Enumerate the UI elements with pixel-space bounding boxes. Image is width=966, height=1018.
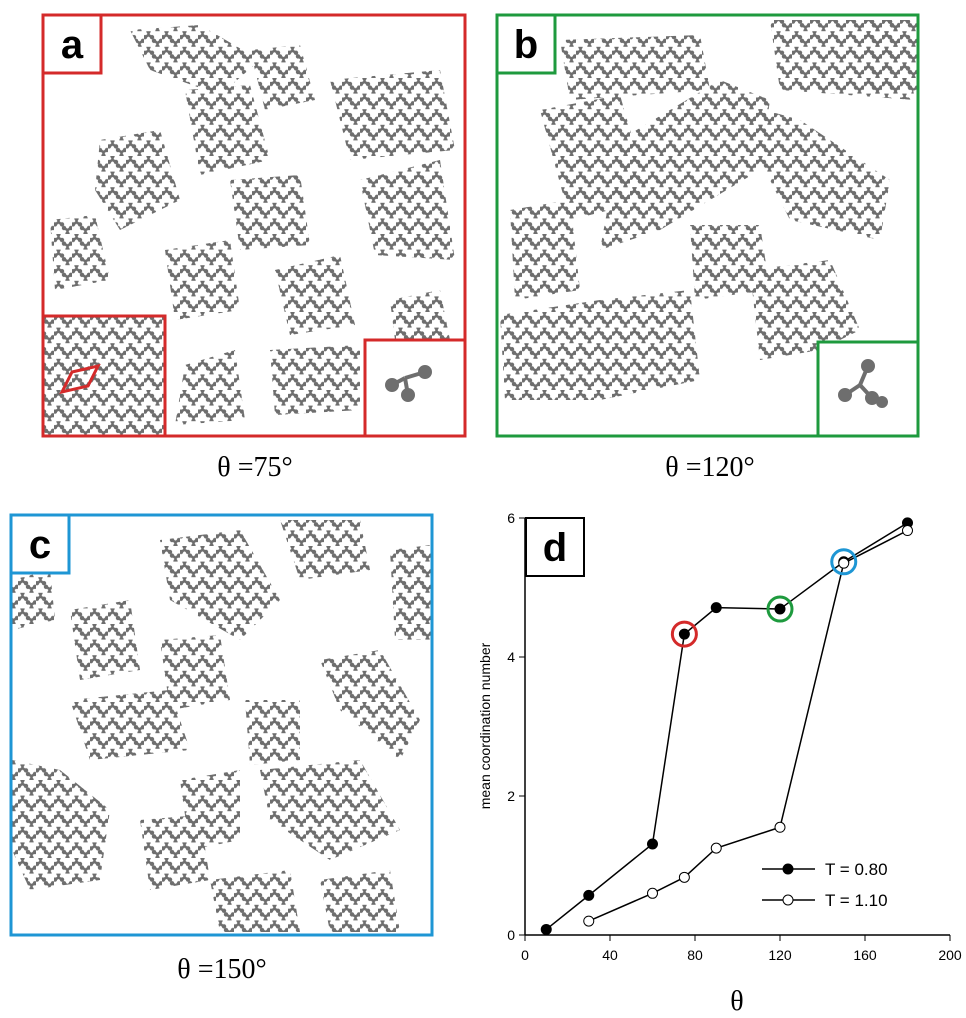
panel-d: d θ mean coordination number xyxy=(477,518,744,1017)
figure: a θ =75° b θ =120° xyxy=(0,0,966,1018)
panel-label: a xyxy=(61,23,84,67)
x-tick-label: 120 xyxy=(768,947,792,963)
clusters xyxy=(12,520,431,932)
data-point xyxy=(541,924,551,934)
panel-a: a θ =75° xyxy=(43,15,465,483)
y-tick-label: 2 xyxy=(507,788,515,804)
data-point xyxy=(679,629,689,639)
panel-label: c xyxy=(29,523,51,567)
y-axis-label: mean coordination number xyxy=(477,642,493,809)
data-point xyxy=(584,890,594,900)
caption: θ =75° xyxy=(217,452,292,483)
x-tick-label: 160 xyxy=(853,947,877,963)
panel-b: b θ =120° xyxy=(497,15,918,483)
legend-label: T = 0.80 xyxy=(825,860,888,879)
panel-label: b xyxy=(514,23,538,67)
x-tick-label: 200 xyxy=(938,947,962,963)
panel-c: c θ =150° xyxy=(11,515,432,985)
legend-marker xyxy=(783,864,793,874)
data-point xyxy=(711,843,721,853)
x-axis-label: θ xyxy=(730,986,743,1017)
legend-marker xyxy=(783,895,793,905)
data-point xyxy=(839,558,849,568)
y-tick-label: 0 xyxy=(507,927,515,943)
data-point xyxy=(584,916,594,926)
data-point xyxy=(648,888,658,898)
data-point xyxy=(679,872,689,882)
y-tick-label: 6 xyxy=(507,510,515,526)
caption: θ =150° xyxy=(177,954,266,985)
x-tick-label: 80 xyxy=(687,947,703,963)
data-point xyxy=(711,603,721,613)
y-tick-label: 4 xyxy=(507,649,515,665)
panel-label: d xyxy=(543,526,567,570)
caption: θ =120° xyxy=(665,452,754,483)
x-tick-label: 40 xyxy=(602,947,618,963)
data-point xyxy=(903,526,913,536)
x-tick-label: 0 xyxy=(521,947,529,963)
data-point xyxy=(775,604,785,614)
data-point xyxy=(648,839,658,849)
legend-label: T = 1.10 xyxy=(825,891,888,910)
data-point xyxy=(775,822,785,832)
